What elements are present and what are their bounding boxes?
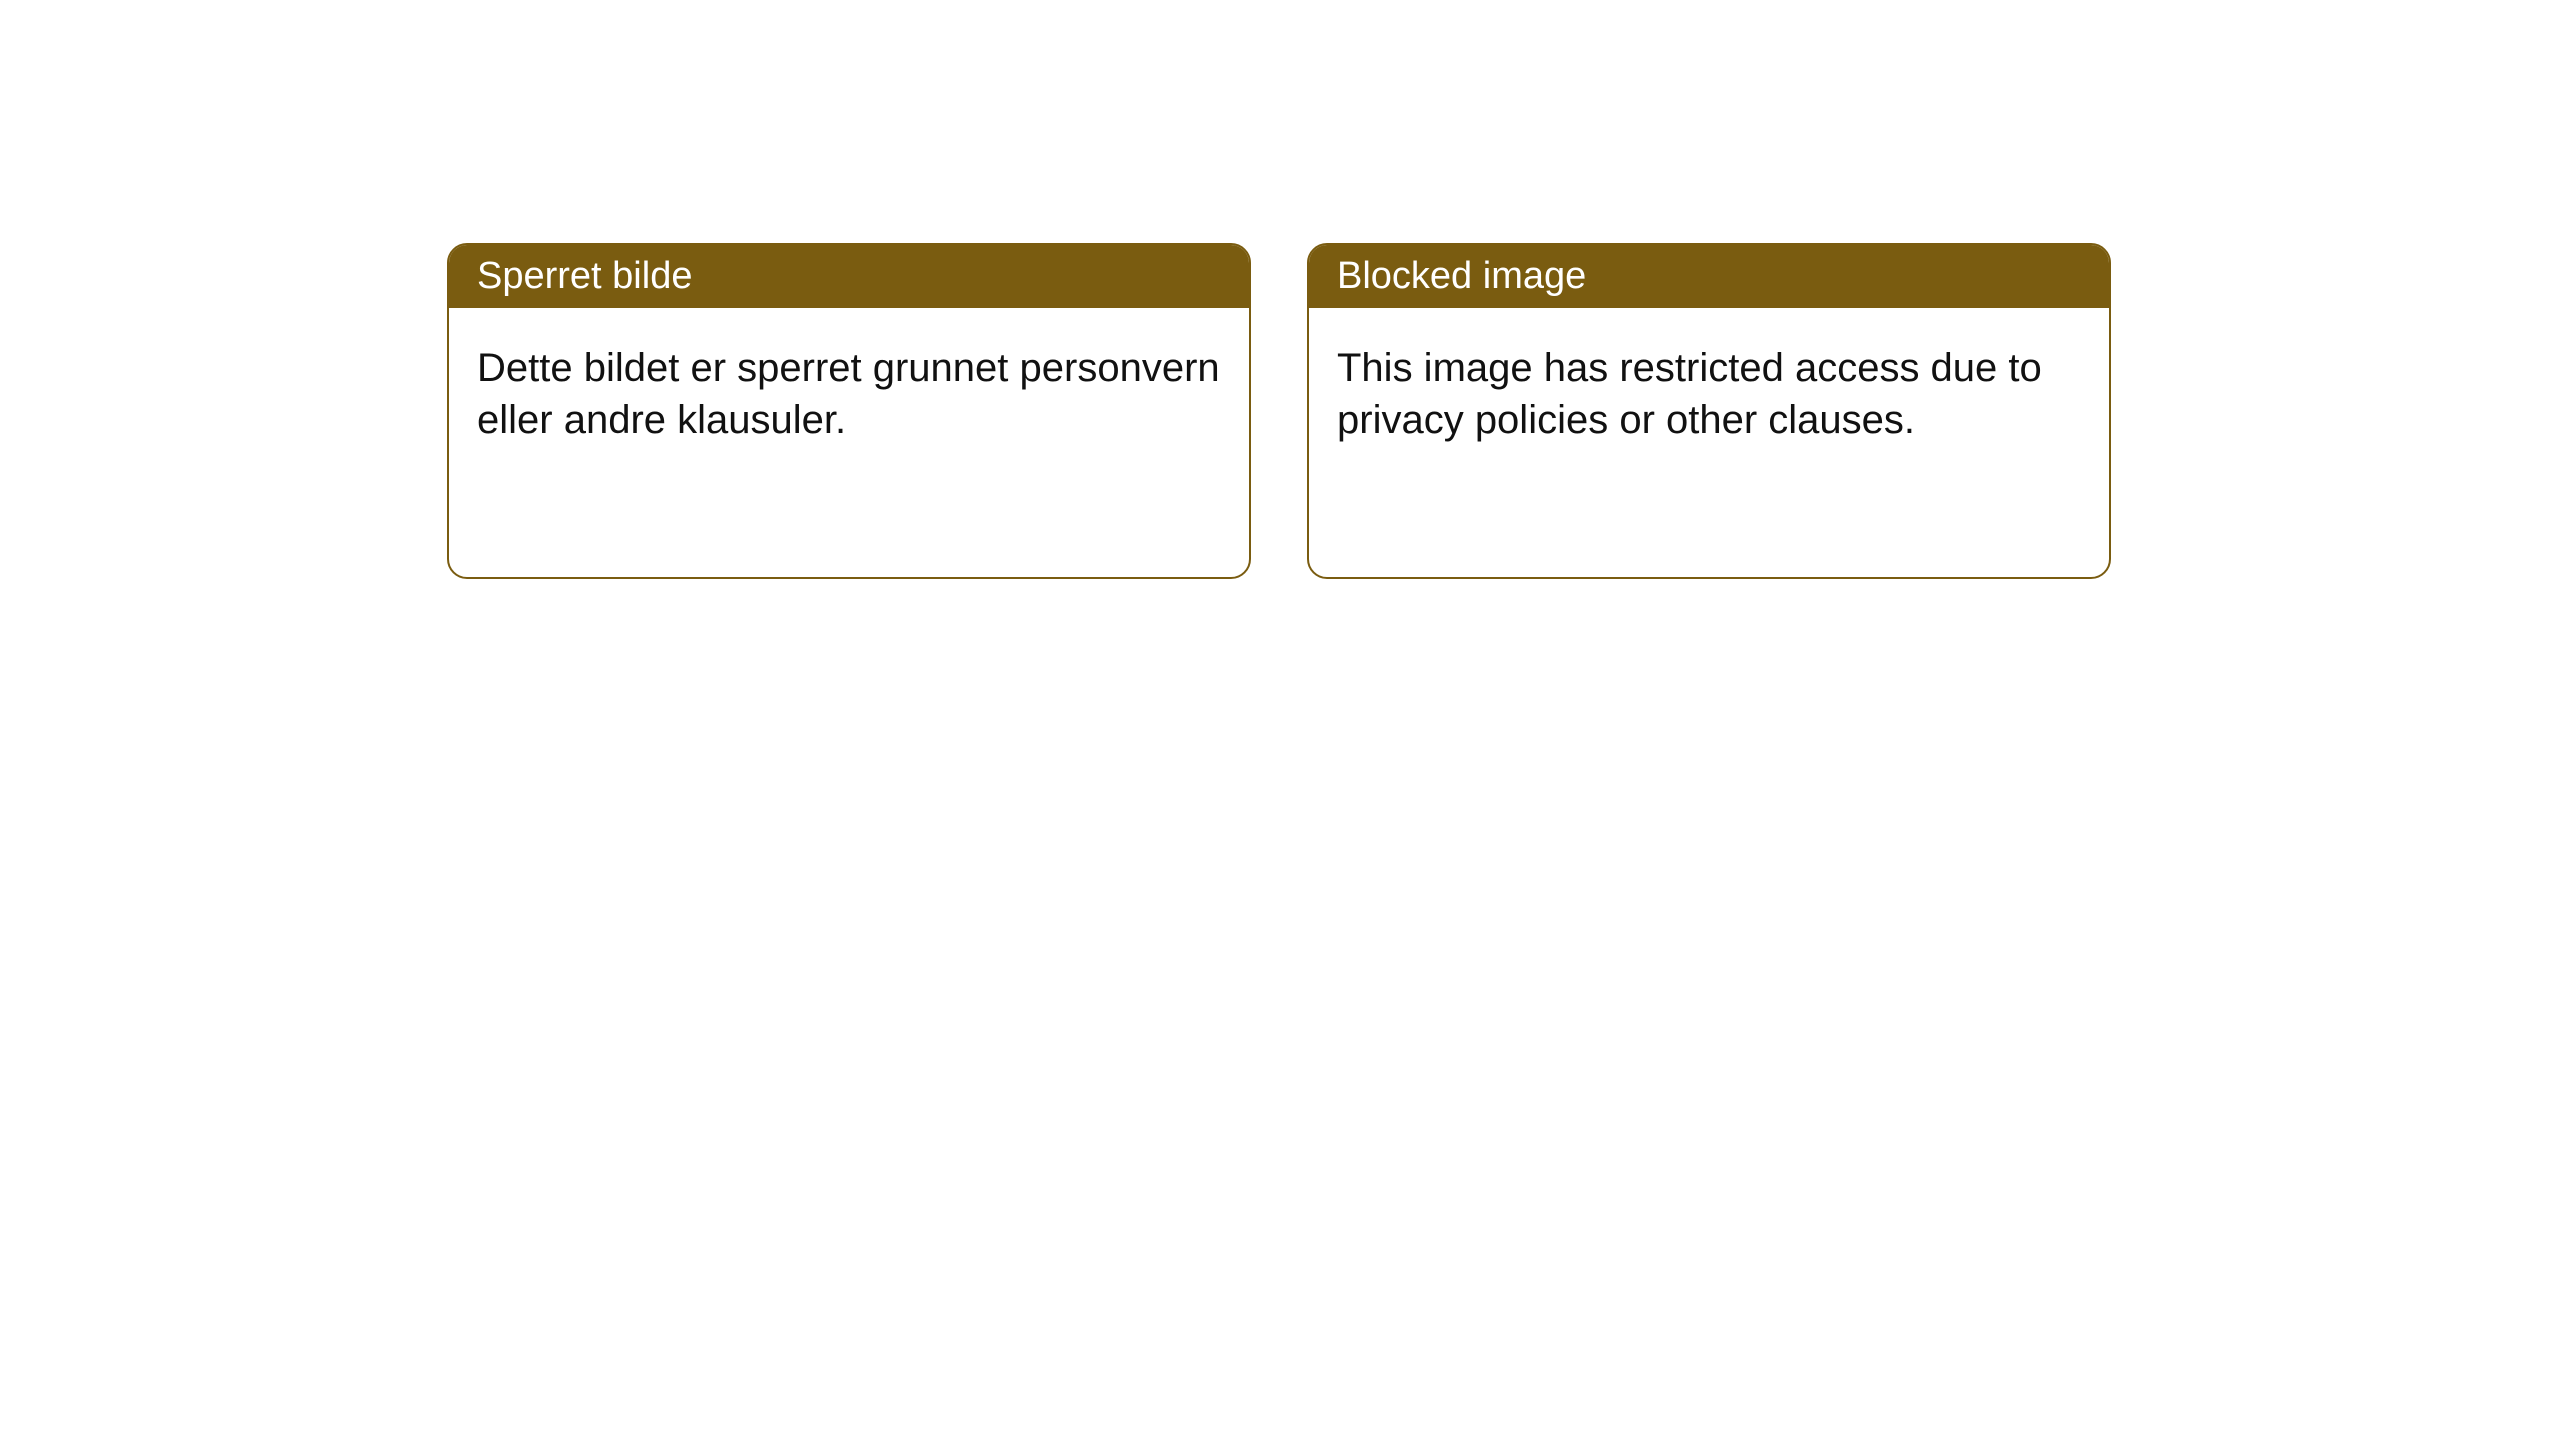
card-title: Sperret bilde bbox=[477, 255, 692, 297]
card-title: Blocked image bbox=[1337, 255, 1586, 297]
notice-card-english: Blocked image This image has restricted … bbox=[1307, 243, 2111, 579]
card-body-text: This image has restricted access due to … bbox=[1337, 346, 2042, 442]
card-body-text: Dette bildet er sperret grunnet personve… bbox=[477, 346, 1220, 442]
card-header: Sperret bilde bbox=[449, 245, 1249, 308]
card-header: Blocked image bbox=[1309, 245, 2109, 308]
notice-card-norwegian: Sperret bilde Dette bildet er sperret gr… bbox=[447, 243, 1251, 579]
cards-container: Sperret bilde Dette bildet er sperret gr… bbox=[0, 0, 2560, 579]
card-body: This image has restricted access due to … bbox=[1309, 308, 2109, 480]
card-body: Dette bildet er sperret grunnet personve… bbox=[449, 308, 1249, 480]
